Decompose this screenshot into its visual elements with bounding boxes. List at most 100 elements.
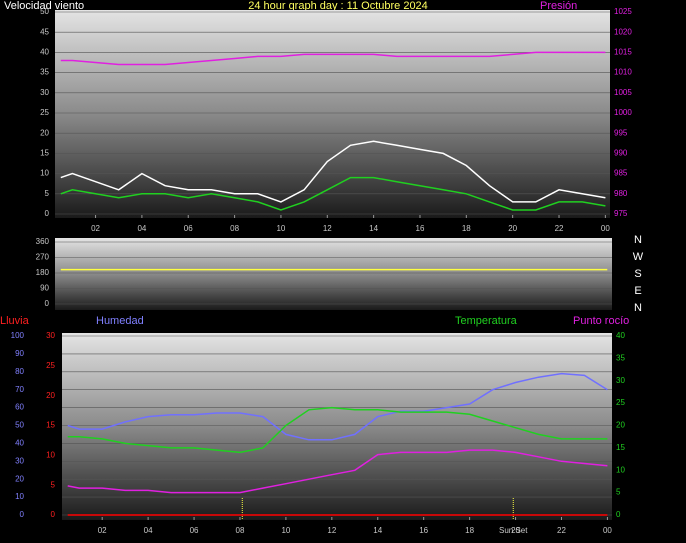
dewpoint-label: Punto rocío bbox=[573, 315, 629, 327]
x-tick-label: 14 bbox=[373, 526, 382, 535]
y-tick-label: 90 bbox=[15, 349, 24, 358]
y3-tick-label: 30 bbox=[46, 331, 55, 340]
y2-tick-label: 25 bbox=[616, 398, 625, 407]
y2-tick-label: 20 bbox=[616, 421, 625, 430]
y-tick-label: 0 bbox=[45, 299, 50, 308]
x-tick-label: 22 bbox=[557, 526, 566, 535]
plot-area bbox=[55, 10, 610, 218]
y-tick-label: 50 bbox=[15, 421, 24, 430]
x-tick-label: 14 bbox=[369, 224, 378, 233]
y2-tick-label: 40 bbox=[616, 331, 625, 340]
y-tick-label: 40 bbox=[40, 48, 49, 57]
x-tick-label: 20 bbox=[508, 224, 517, 233]
y-tick-label: 60 bbox=[15, 403, 24, 412]
series-line bbox=[67, 406, 608, 454]
y3-tick-label: 15 bbox=[46, 421, 55, 430]
x-tick-label: 08 bbox=[230, 224, 239, 233]
compass-label: S bbox=[634, 268, 641, 280]
y3-tick-label: 20 bbox=[46, 391, 55, 400]
y2-tick-label: 1000 bbox=[614, 108, 632, 117]
y2-tick-label: 980 bbox=[614, 189, 628, 198]
x-tick-label: 12 bbox=[327, 526, 336, 535]
y2-tick-label: 1015 bbox=[614, 48, 632, 57]
series-line bbox=[67, 372, 608, 441]
wind-label: Velocidad viento bbox=[4, 0, 84, 12]
y2-tick-label: 1020 bbox=[614, 27, 632, 36]
temperature-label: Temperatura bbox=[455, 315, 518, 327]
chart-title: 24 hour graph day : 11 Octubre 2024 bbox=[248, 0, 428, 12]
x-tick-label: 22 bbox=[555, 224, 564, 233]
x-tick-label: 02 bbox=[91, 224, 100, 233]
x-tick-label: 00 bbox=[603, 526, 612, 535]
plot-area bbox=[55, 238, 612, 310]
y2-tick-label: 15 bbox=[616, 443, 625, 452]
rain-label: Lluvia bbox=[0, 315, 30, 327]
x-tick-label: 00 bbox=[601, 224, 610, 233]
compass-label: E bbox=[634, 285, 641, 297]
y-tick-label: 5 bbox=[45, 189, 50, 198]
x-tick-label: 18 bbox=[462, 224, 471, 233]
x-tick-label: 08 bbox=[236, 526, 245, 535]
y2-tick-label: 10 bbox=[616, 465, 625, 474]
y2-tick-label: 1005 bbox=[614, 88, 632, 97]
y-tick-label: 270 bbox=[36, 253, 50, 262]
pressure-label: Presión bbox=[540, 0, 577, 12]
x-tick-label: 10 bbox=[281, 526, 290, 535]
y-tick-label: 90 bbox=[40, 284, 49, 293]
x-tick-label: 16 bbox=[419, 526, 428, 535]
x-tick-label: 04 bbox=[144, 526, 153, 535]
plot-area bbox=[62, 333, 612, 520]
y2-tick-label: 1025 bbox=[614, 7, 632, 16]
y2-tick-label: 990 bbox=[614, 149, 628, 158]
y3-tick-label: 0 bbox=[51, 510, 56, 519]
y-tick-label: 70 bbox=[15, 385, 24, 394]
y-tick-label: 45 bbox=[40, 27, 49, 36]
y3-tick-label: 25 bbox=[46, 361, 55, 370]
y-tick-label: 20 bbox=[15, 474, 24, 483]
compass-label: W bbox=[633, 251, 644, 263]
x-tick-label: 16 bbox=[416, 224, 425, 233]
series-line bbox=[67, 449, 608, 494]
x-tick-label: 18 bbox=[465, 526, 474, 535]
y2-tick-label: 1010 bbox=[614, 68, 632, 77]
y-tick-label: 0 bbox=[20, 510, 25, 519]
x-tick-label: 02 bbox=[98, 526, 107, 535]
x-tick-label: 20 bbox=[511, 526, 520, 535]
y-tick-label: 40 bbox=[15, 439, 24, 448]
x-tick-label: 06 bbox=[184, 224, 193, 233]
y-tick-label: 30 bbox=[15, 456, 24, 465]
y-tick-label: 35 bbox=[40, 68, 49, 77]
y2-tick-label: 5 bbox=[616, 488, 621, 497]
y2-tick-label: 975 bbox=[614, 209, 628, 218]
series-line bbox=[60, 51, 606, 66]
x-tick-label: 12 bbox=[323, 224, 332, 233]
compass-label: N bbox=[634, 234, 642, 246]
y2-tick-label: 995 bbox=[614, 128, 628, 137]
y2-tick-label: 30 bbox=[616, 376, 625, 385]
y-tick-label: 100 bbox=[11, 331, 25, 340]
y-tick-label: 10 bbox=[15, 492, 24, 501]
x-tick-label: 10 bbox=[276, 224, 285, 233]
y-tick-label: 20 bbox=[40, 128, 49, 137]
y-tick-label: 50 bbox=[40, 7, 49, 16]
annotation: Sun Set bbox=[499, 526, 528, 535]
y3-tick-label: 5 bbox=[51, 480, 56, 489]
y-tick-label: 80 bbox=[15, 367, 24, 376]
y2-tick-label: 0 bbox=[616, 510, 621, 519]
x-tick-label: 06 bbox=[190, 526, 199, 535]
compass-label: N bbox=[634, 302, 642, 314]
series-line bbox=[60, 176, 606, 211]
y2-tick-label: 35 bbox=[616, 353, 625, 362]
y-tick-label: 30 bbox=[40, 88, 49, 97]
y-tick-label: 15 bbox=[40, 149, 49, 158]
y-tick-label: 10 bbox=[40, 169, 49, 178]
y3-tick-label: 10 bbox=[46, 450, 55, 459]
series-line bbox=[60, 140, 606, 203]
y-tick-label: 360 bbox=[36, 237, 50, 246]
y-tick-label: 0 bbox=[45, 209, 50, 218]
y-tick-label: 180 bbox=[36, 268, 50, 277]
y2-tick-label: 985 bbox=[614, 169, 628, 178]
y-tick-label: 25 bbox=[40, 108, 49, 117]
humidity-label: Humedad bbox=[96, 315, 144, 327]
